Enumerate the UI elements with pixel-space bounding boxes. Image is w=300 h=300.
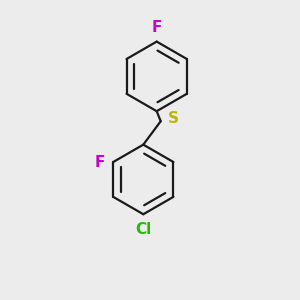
- Text: Cl: Cl: [135, 222, 152, 237]
- Text: F: F: [95, 154, 105, 169]
- Text: S: S: [168, 111, 179, 126]
- Text: F: F: [152, 20, 162, 35]
